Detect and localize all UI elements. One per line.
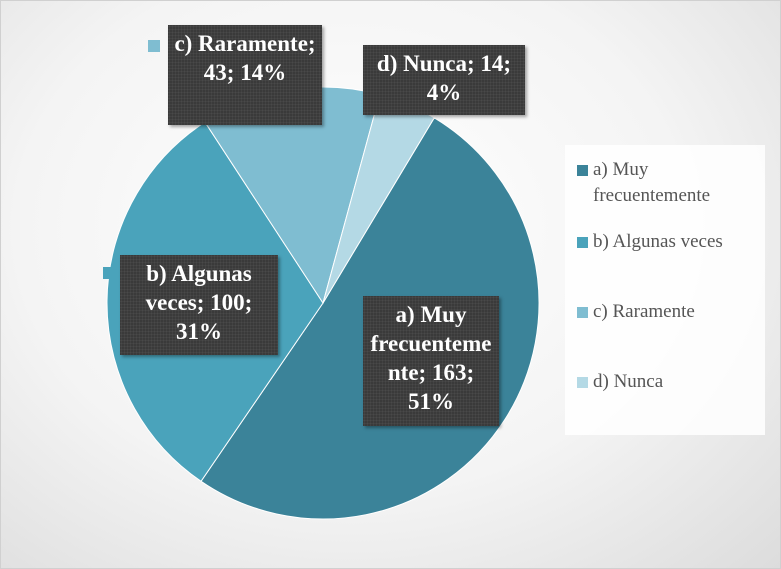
legend-label: c) Raramente: [593, 301, 695, 322]
legend-swatch: [577, 307, 588, 318]
legend-swatch: [577, 165, 588, 176]
legend-entry: a) Muy frecuentemente: [577, 157, 767, 209]
label-marker: [148, 40, 160, 52]
legend: a) Muy frecuentemente b) Algunas veces c) …: [565, 145, 765, 435]
data-label: a) Muy frecuentemente; 163; 51%: [363, 296, 499, 426]
data-label: d) Nunca; 14; 4%: [363, 45, 525, 115]
legend-entry: d) Nunca: [577, 369, 767, 395]
label-marker: [103, 267, 115, 279]
legend-swatch: [577, 377, 588, 388]
legend-label: a) Muy frecuentemente: [593, 159, 711, 206]
legend-swatch: [577, 237, 588, 248]
legend-label: b) Algunas veces: [593, 231, 723, 252]
legend-entry: c) Raramente: [577, 299, 767, 325]
data-label: c) Raramente; 43; 14%: [168, 25, 322, 125]
data-label: b) Algunas veces; 100; 31%: [120, 255, 278, 355]
legend-entry: b) Algunas veces: [577, 229, 767, 255]
legend-label: d) Nunca: [593, 371, 664, 392]
